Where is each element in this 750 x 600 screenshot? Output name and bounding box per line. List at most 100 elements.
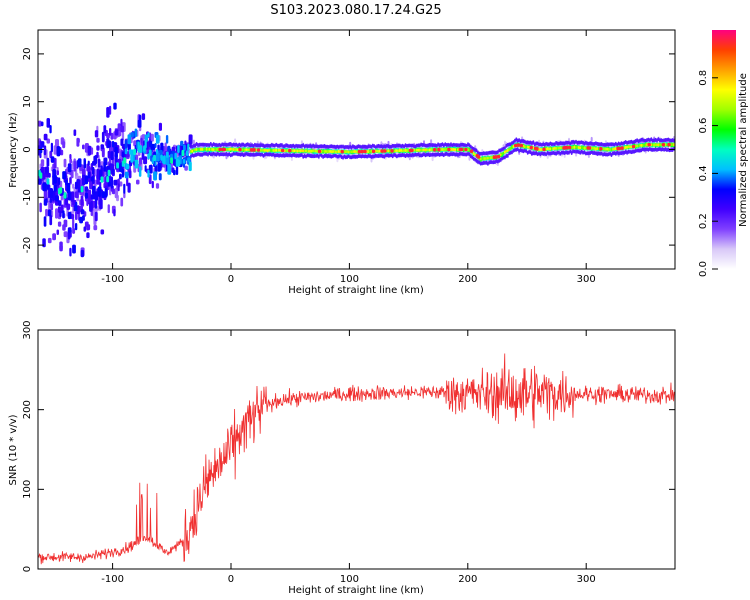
spectrogram-cell — [430, 139, 433, 145]
spectrogram-cell — [244, 152, 246, 157]
spectrogram-cell — [440, 148, 442, 152]
spectrogram-cell — [45, 208, 48, 217]
spectrogram-cell — [441, 152, 444, 157]
spectrogram-cell — [445, 143, 448, 147]
spectrogram-cell — [592, 151, 594, 155]
spectrogram-cell — [543, 151, 546, 156]
spectrogram-cell — [593, 146, 596, 150]
colorbar-label: Normalized spectral amplitude — [738, 73, 749, 227]
spectrogram-cell — [664, 147, 667, 152]
spectrogram-cell — [204, 142, 206, 147]
spectrogram-cell — [343, 154, 346, 159]
spectrogram-cell — [485, 156, 488, 160]
spectrogram-cell — [198, 142, 201, 147]
spectrogram-cell — [350, 155, 353, 160]
spectrogram-cell — [208, 147, 211, 151]
spectrogram-cell — [494, 160, 496, 165]
spectrogram-cell — [424, 143, 427, 148]
spectrogram-cell — [96, 168, 100, 180]
spectrogram-cell — [518, 148, 520, 153]
spectrogram-cell — [491, 150, 493, 155]
spectrogram-cell — [315, 154, 317, 158]
spectrogram-cell — [501, 156, 503, 161]
spectrogram-cell — [407, 143, 410, 148]
spectrogram-cell — [119, 173, 122, 180]
spectrogram-cell — [481, 151, 484, 156]
spectrogram-cell — [59, 241, 63, 252]
spectrogram-cell — [300, 149, 303, 153]
spectrogram-cell — [313, 154, 316, 159]
spectrogram-cell — [127, 182, 131, 193]
spectrogram-cell — [626, 145, 628, 149]
spectrogram-cell — [312, 154, 314, 159]
spectrogram-cell — [319, 152, 322, 157]
spectrogram-cell — [657, 143, 660, 147]
spectrogram-cell — [387, 153, 390, 158]
spectrogram-cell — [593, 151, 596, 155]
spectrogram-cell — [590, 141, 593, 146]
spectrogram-cell — [288, 153, 290, 158]
spectrogram-cell — [87, 145, 92, 156]
spectrogram-cell — [425, 148, 428, 152]
spectrogram-cell — [144, 165, 147, 172]
spectrogram-cell — [673, 138, 675, 143]
spectrogram-cell — [359, 154, 361, 159]
spectrogram-cell — [627, 149, 630, 154]
spectrogram-cell — [477, 150, 479, 155]
spectrogram-cell — [556, 141, 559, 146]
spectrogram-cell — [298, 144, 300, 148]
spectrogram-cell — [651, 138, 654, 143]
spectrogram-cell — [222, 142, 225, 147]
spectrogram-cell — [488, 150, 491, 155]
spectrogram-cell — [246, 148, 249, 152]
spectrogram-cell — [56, 229, 59, 235]
spectrogram-cell — [192, 139, 195, 145]
spectrogram-cell — [457, 148, 459, 152]
spectrogram-cell — [550, 151, 553, 156]
spectrogram-cell — [671, 143, 674, 147]
spectrogram-cell — [174, 152, 177, 160]
spectrogram-cell — [548, 142, 550, 147]
spectrogram-cell — [140, 137, 143, 144]
spectrogram-cell — [489, 156, 492, 160]
spectrogram-cell — [313, 149, 316, 153]
spectrogram-cell — [94, 211, 98, 222]
spectrogram-cell — [272, 148, 275, 152]
spectrogram-cell — [281, 148, 285, 153]
spectrogram-cell — [423, 148, 425, 152]
snr-ticks: -100 0 100 200 300 0 100 200 300 — [22, 320, 675, 585]
spectrogram-cell — [415, 152, 418, 157]
spectrogram-cell — [39, 147, 43, 154]
spectrogram-cell — [333, 153, 336, 158]
spectrogram-cell — [298, 153, 300, 158]
spectrogram-cell — [444, 142, 447, 147]
spectrogram-cell — [111, 168, 115, 175]
spectrogram-cell — [407, 148, 410, 152]
spectrogram-cell — [325, 153, 327, 158]
spectrogram-cell — [303, 144, 306, 149]
spectrogram-cell — [67, 230, 71, 240]
spectrogram-cell — [661, 138, 664, 143]
spectrogram-cell — [137, 119, 142, 128]
spectrogram-cell — [514, 138, 516, 143]
spectrogram-cell — [49, 125, 52, 134]
spectrogram-cell — [629, 145, 631, 149]
spectrogram-cell — [624, 145, 627, 149]
spectrogram-cell — [582, 146, 584, 150]
spectrogram-cell — [299, 144, 302, 149]
spectrogram-cell — [275, 142, 278, 147]
spectrogram-cell — [302, 143, 305, 148]
spectrogram-cell — [315, 144, 317, 149]
spectrogram-cell — [390, 144, 393, 149]
spectrogram-cell — [248, 148, 250, 152]
spectrogram-cell — [515, 137, 518, 142]
spectrogram-cell — [430, 143, 432, 147]
spectrogram-cell — [633, 149, 636, 154]
spectrogram-cell — [467, 148, 469, 152]
spectrogram-cell — [148, 174, 152, 185]
spectrogram-cell — [66, 182, 71, 194]
spectrogram-cell — [234, 151, 236, 156]
spectrogram-cell — [656, 138, 658, 143]
spectrogram-cell — [248, 152, 251, 157]
spectrogram-cell — [469, 149, 474, 153]
